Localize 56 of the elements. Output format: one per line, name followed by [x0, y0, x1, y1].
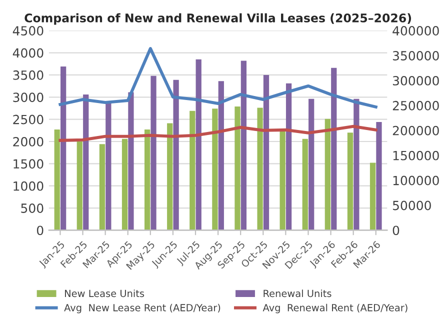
y2-tick-label: 250000: [392, 100, 439, 110]
y2-tick-label: 400000: [392, 26, 439, 36]
bar: [218, 81, 224, 230]
bar: [331, 68, 337, 230]
bar: [240, 60, 247, 230]
bar: [76, 142, 82, 230]
y2-tick-label: 300000: [392, 76, 439, 86]
bar: [122, 138, 128, 230]
bar: [54, 130, 60, 230]
bar: [234, 106, 240, 230]
bar: [308, 98, 314, 230]
legend-label: Renewal Units: [264, 290, 332, 298]
bar: [173, 80, 179, 230]
legend-label: New Lease Units: [65, 290, 144, 298]
y-tick-label: 0: [36, 226, 44, 236]
bar: [83, 94, 89, 230]
bar: [106, 102, 112, 230]
legend-label: Avg New Lease Rent (AED/Year): [64, 304, 220, 314]
line-series: [58, 47, 378, 108]
bar: [257, 108, 263, 230]
y-tick-label: 2000: [13, 136, 44, 146]
y-tick-label: 2500: [13, 114, 44, 124]
bar: [370, 162, 376, 230]
bar: [144, 130, 150, 230]
bar: [286, 83, 292, 230]
bar: [212, 108, 218, 230]
y-tick-label: 3500: [13, 70, 44, 80]
bar: [128, 92, 134, 230]
bar: [324, 118, 330, 230]
y-tick-label: 4000: [12, 48, 44, 58]
y2-tick-label: 350000: [392, 51, 439, 60]
bar: [347, 132, 354, 230]
bar: [60, 66, 66, 230]
bar: [302, 138, 308, 230]
bar: [376, 122, 382, 230]
chart-title: Comparison of New and Renewal Villa Leases (2025–2026): [24, 13, 412, 25]
y-tick-label: 3000: [13, 92, 44, 102]
y-tick-label: 1500: [14, 159, 44, 169]
y-tick-label: 4500: [12, 26, 44, 36]
bar: [196, 59, 202, 230]
bar: [99, 144, 106, 230]
bar: [150, 76, 156, 230]
y2-tick-label: 0: [392, 226, 400, 236]
y-tick-label: 500: [21, 204, 44, 213]
y-tick-label: 1000: [14, 181, 44, 191]
y2-tick-label: 200000: [392, 126, 439, 136]
y2-tick-label: 100000: [393, 176, 439, 186]
y2-tick-label: 150000: [393, 150, 439, 160]
bar: [354, 98, 360, 230]
y2-tick-label: 50000: [392, 200, 431, 210]
bar: [190, 110, 196, 230]
line-series: [58, 124, 378, 142]
bar: [167, 123, 173, 230]
legend-label: Avg Renewal Rent (AED/Year): [262, 304, 408, 314]
bar: [280, 130, 286, 230]
bar: [263, 74, 270, 230]
